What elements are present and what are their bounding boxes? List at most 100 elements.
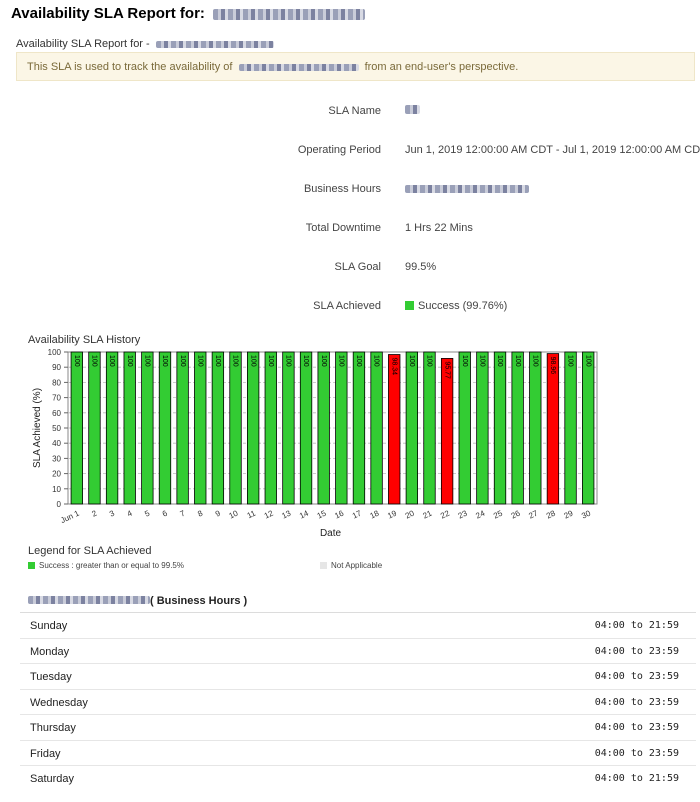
y-tick-label: 20: [52, 470, 61, 479]
table-row: Friday 04:00 to 23:59: [20, 739, 696, 766]
table-row: Thursday 04:00 to 23:59: [20, 714, 696, 740]
operating-period-label: Operating Period: [297, 144, 381, 156]
bar-data-label: 100: [479, 355, 486, 367]
description-banner: This SLA is used to track the availabili…: [16, 52, 695, 81]
table-row: Saturday 04:00 to 21:59: [20, 765, 696, 791]
x-tick-label: 3: [108, 508, 116, 518]
x-tick-label: 16: [333, 508, 345, 520]
bar-data-label: 100: [567, 355, 574, 367]
chart-bar: [141, 351, 154, 505]
chart-bar: [388, 354, 401, 505]
sla-name-value: [405, 103, 420, 115]
bar-data-label: 100: [285, 355, 292, 367]
chart-bar: [194, 351, 207, 505]
y-tick-label: 40: [52, 439, 61, 448]
table-row: Monday 04:00 to 23:59: [20, 637, 696, 664]
y-tick-label: 90: [52, 363, 61, 372]
chart-bar: [335, 351, 348, 505]
chart-bar: [229, 351, 242, 505]
x-tick-label: 9: [214, 508, 222, 518]
chart-bar: [105, 351, 119, 505]
y-tick-label: 0: [57, 500, 62, 509]
bar-data-label: 98.96: [549, 357, 556, 375]
time-cell: 04:00 to 23:59: [594, 671, 679, 682]
x-tick-label: 5: [143, 508, 151, 518]
business-hours-table: Sunday 04:00 to 21:59 Monday 04:00 to 23:5…: [20, 612, 696, 791]
x-tick-label: 17: [351, 508, 363, 520]
time-cell: 04:00 to 21:59: [594, 773, 679, 784]
bar-data-label: 100: [91, 355, 98, 367]
business-hours-value: [405, 183, 529, 195]
chart-title: Availability SLA History: [28, 334, 141, 346]
bar-data-label: 100: [461, 355, 468, 367]
x-tick-label: 23: [457, 508, 469, 520]
day-cell: Thursday: [30, 722, 76, 734]
redacted-business-hours-name: [28, 596, 150, 604]
chart-bar: [264, 351, 277, 505]
banner-text-suffix: from an end-user's perspective.: [364, 61, 519, 73]
bar-data-label: 98.34: [390, 358, 397, 376]
legend-na-text: Not Applicable: [331, 561, 383, 570]
x-tick-label: 28: [545, 508, 557, 520]
time-cell: 04:00 to 23:59: [594, 696, 679, 708]
y-tick-label: 80: [52, 378, 61, 387]
y-tick-label: 70: [52, 394, 61, 403]
chart-bar: [176, 351, 189, 505]
chart-bar: [246, 351, 260, 505]
operating-period-value: Jun 1, 2019 12:00:00 AM CDT - Jul 1, 201…: [405, 144, 700, 156]
chart-bar: [440, 358, 454, 505]
x-tick-label: 15: [316, 508, 328, 520]
y-axis-title: SLA Achieved (%): [32, 388, 43, 468]
x-tick-label: 29: [563, 508, 575, 520]
time-cell: 04:00 to 21:59: [594, 620, 679, 631]
bar-data-label: 100: [496, 355, 503, 367]
page-title-text: Availability SLA Report for:: [11, 5, 205, 22]
bar-data-label: 100: [144, 355, 151, 367]
legend-success-text: Success : greater than or equal to 99.5%: [39, 561, 184, 570]
day-cell: Tuesday: [30, 671, 72, 683]
bar-data-label: 100: [408, 355, 415, 367]
chart-bar: [282, 351, 295, 505]
legend-title: Legend for SLA Achieved: [28, 545, 152, 557]
bar-data-label: 100: [373, 355, 380, 367]
banner-text-prefix: This SLA is used to track the availabili…: [27, 61, 233, 73]
chart-bar: [70, 351, 83, 505]
chart-bar: [493, 351, 507, 505]
x-tick-label: 19: [386, 508, 398, 520]
banner-text: This SLA is used to track the availabili…: [27, 61, 518, 73]
chart-bar: [582, 351, 595, 505]
redacted-business-hours: [405, 185, 529, 194]
bar-data-label: 100: [584, 355, 591, 367]
bar-data-label: 100: [267, 355, 274, 367]
x-tick-label: 13: [280, 508, 292, 520]
redacted-monitor: [238, 63, 359, 71]
chart-bar: [458, 351, 471, 505]
availability-chart: 0 10 20 30 40 50 60 70 80 90 100 100 Jun 1 100 2 100 3 10…: [32, 348, 598, 539]
chart-bar: [511, 351, 524, 505]
bar-data-label: 100: [214, 355, 221, 367]
time-cell: 04:00 to 23:59: [594, 645, 679, 657]
x-tick-label: 22: [439, 508, 451, 520]
sla-achieved-text: Success (99.76%): [418, 300, 508, 312]
bar-data-label: 100: [249, 355, 256, 367]
day-cell: Sunday: [30, 620, 68, 632]
x-tick-label: 14: [298, 508, 310, 520]
x-tick-label: 10: [227, 508, 239, 520]
chart-bar: [423, 351, 436, 505]
y-tick-label: 30: [52, 454, 61, 463]
x-tick-label: 21: [421, 508, 433, 520]
redacted-monitor-name: [213, 8, 366, 20]
x-tick-label: 18: [369, 508, 381, 520]
sla-achieved-label: SLA Achieved: [313, 300, 381, 312]
total-downtime-label: Total Downtime: [305, 222, 381, 234]
bar-data-label: 100: [531, 355, 538, 367]
bar-data-label: 100: [355, 355, 362, 367]
chart-bar: [405, 351, 419, 505]
time-cell: 04:00 to 23:59: [594, 722, 679, 733]
legend-success: Success : greater than or equal to 99.5%: [28, 561, 184, 570]
chart-bar: [158, 351, 172, 505]
table-row: Sunday 04:00 to 21:59: [20, 612, 696, 638]
x-tick-label: 24: [474, 508, 486, 520]
bar-data-label: 100: [232, 355, 239, 367]
total-downtime-value: 1 Hrs 22 Mins: [405, 222, 473, 234]
